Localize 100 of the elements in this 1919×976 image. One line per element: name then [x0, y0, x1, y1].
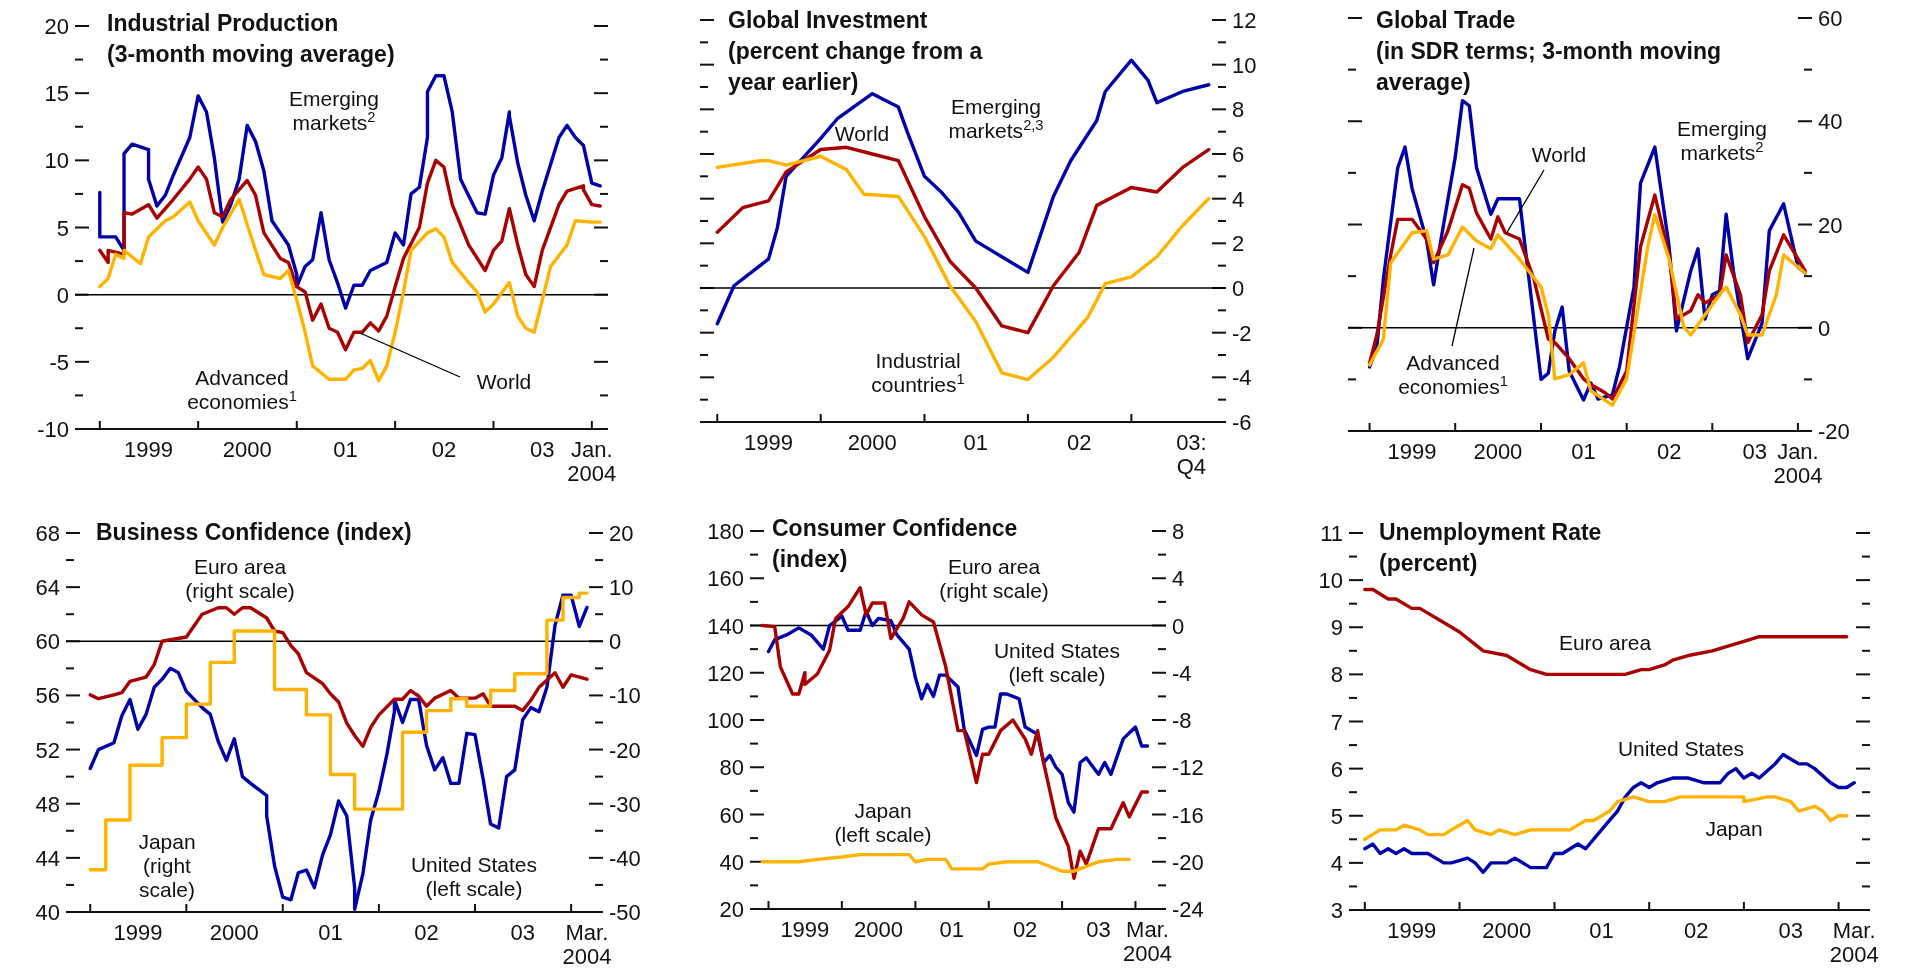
chart-title: Industrial Production — [107, 10, 339, 36]
line-series — [1367, 212, 1807, 407]
x-tick-label: 01 — [333, 437, 358, 462]
y2-tick-label: 0 — [1818, 315, 1831, 341]
line-series — [760, 852, 1131, 873]
text: World — [476, 370, 532, 393]
y2-tick-label: 40 — [1818, 109, 1843, 135]
x-tick-label: 2000 — [847, 430, 897, 455]
x-tick-label: Mar. 2004 — [1829, 918, 1879, 967]
x-tick-label: 02 — [1066, 430, 1092, 455]
y-tick-label: 180 — [707, 519, 744, 544]
series-label: Emerging markets$^{2}$ — [1677, 117, 1767, 164]
y-tick-label: 140 — [707, 613, 744, 639]
x-tick-label: Mar. 2004 — [1123, 917, 1172, 966]
x-tick-label: 01 — [1589, 918, 1614, 943]
chart-title: Unemployment Rate — [1379, 519, 1602, 545]
series-label: Industrial countries$^{1}$ — [871, 349, 965, 396]
series-label: World — [834, 122, 890, 145]
x-tick-label: 02 — [431, 437, 457, 462]
text: (in SDR terms; 3-month moving average) — [1376, 38, 1722, 95]
y-tick-label: 20 — [719, 897, 744, 922]
y2-tick-label: 10 — [1232, 52, 1257, 78]
y2-tick-label: 8 — [1232, 97, 1245, 123]
y-tick-label: 5 — [56, 215, 69, 241]
x-tick-label: 1999 — [744, 430, 794, 455]
y-tick-label: 8 — [1330, 662, 1343, 688]
chart-title: Global Investment — [728, 7, 928, 33]
y-tick-label: 7 — [1330, 709, 1343, 735]
series-label: United States — [1617, 737, 1745, 760]
y-tick-label: 15 — [44, 81, 69, 107]
x-tick-label: 01 — [318, 920, 343, 945]
x-tick-label: 02 — [1012, 917, 1038, 942]
y-tick-label: 5 — [1330, 803, 1343, 829]
text: (percent change from a year earlier) — [728, 38, 983, 95]
y-tick-label: 40 — [35, 900, 60, 925]
y2-tick-label: 4 — [1172, 566, 1185, 592]
y-tick-label: 52 — [35, 737, 60, 763]
y-tick-label: 9 — [1330, 615, 1343, 641]
line-series — [1363, 795, 1849, 842]
x-tick-label: 1999 — [1387, 918, 1437, 943]
y2-tick-label: 2 — [1232, 231, 1245, 257]
y-tick-label: 56 — [35, 683, 60, 709]
y2-tick-label: -16 — [1172, 802, 1204, 828]
y2-tick-label: -50 — [609, 900, 641, 925]
x-tick-label: 03: Q4 — [1176, 430, 1207, 479]
text: (3-month moving average) — [107, 41, 395, 67]
y-tick-label: 0 — [56, 282, 69, 308]
y2-tick-label: -4 — [1232, 365, 1252, 391]
y2-tick-label: -24 — [1172, 897, 1204, 922]
text: United States (left scale) — [410, 853, 538, 900]
y2-tick-label: 60 — [1818, 6, 1843, 31]
y2-tick-label: 0 — [1232, 276, 1245, 301]
y2-tick-label: 20 — [1818, 212, 1843, 238]
y2-tick-label: 0 — [609, 629, 622, 655]
line-series — [88, 606, 589, 749]
x-tick-label: 03 — [530, 437, 555, 462]
chart-title: Global Trade — [1376, 7, 1516, 33]
y2-tick-label: -12 — [1172, 755, 1204, 781]
y-tick-label: 64 — [35, 575, 60, 601]
y2-tick-label: 20 — [609, 521, 634, 546]
x-tick-label: 01 — [963, 430, 988, 455]
series-label: Advanced economies$^{1}$ — [1398, 351, 1508, 398]
y2-tick-label: 0 — [1172, 613, 1185, 639]
series-label: Emerging markets$^{2,3}$ — [948, 95, 1044, 142]
x-tick-label: 2000 — [1473, 439, 1523, 464]
y-tick-label: 120 — [707, 660, 744, 686]
y2-tick-label: 12 — [1232, 8, 1257, 33]
x-tick-label: Mar. 2004 — [562, 920, 612, 969]
series-label: Advanced economies$^{1}$ — [187, 366, 297, 413]
y2-tick-label: -8 — [1172, 708, 1192, 733]
series-label: Japan (left scale) — [834, 799, 932, 846]
x-tick-label: 2000 — [1482, 918, 1532, 943]
y-tick-label: 3 — [1330, 898, 1343, 923]
text: World — [1531, 143, 1587, 166]
series-label: Euro area — [1558, 631, 1652, 654]
y2-tick-label: 6 — [1232, 142, 1245, 167]
y-tick-label: 60 — [35, 629, 60, 655]
y-tick-label: 10 — [1318, 568, 1343, 594]
x-tick-label: 02 — [1656, 439, 1682, 464]
y-tick-label: 68 — [35, 521, 60, 546]
x-tick-label: 03 — [1778, 918, 1804, 943]
y2-tick-label: 4 — [1232, 186, 1245, 212]
text: (percent) — [1379, 550, 1478, 576]
x-tick-label: Jan. 2004 — [567, 437, 617, 486]
line-series — [715, 145, 1211, 335]
y-tick-label: 44 — [35, 845, 60, 871]
x-tick-label: 02 — [1683, 918, 1709, 943]
line-series — [98, 74, 602, 310]
series-label: Japan — [1705, 817, 1763, 840]
line-series — [98, 158, 602, 352]
x-tick-label: 03 — [1086, 917, 1111, 942]
y-tick-label: 10 — [44, 148, 69, 174]
y2-tick-label: -30 — [609, 791, 641, 817]
x-tick-label: 1999 — [1387, 439, 1437, 464]
series-label: Euro area (right scale) — [939, 555, 1049, 602]
y2-tick-label: -4 — [1172, 660, 1192, 686]
y2-tick-label: -20 — [1172, 849, 1204, 875]
x-tick-label: 03 — [1742, 439, 1767, 464]
y2-tick-label: -20 — [609, 737, 641, 763]
chart-title: Consumer Confidence — [772, 515, 1018, 541]
